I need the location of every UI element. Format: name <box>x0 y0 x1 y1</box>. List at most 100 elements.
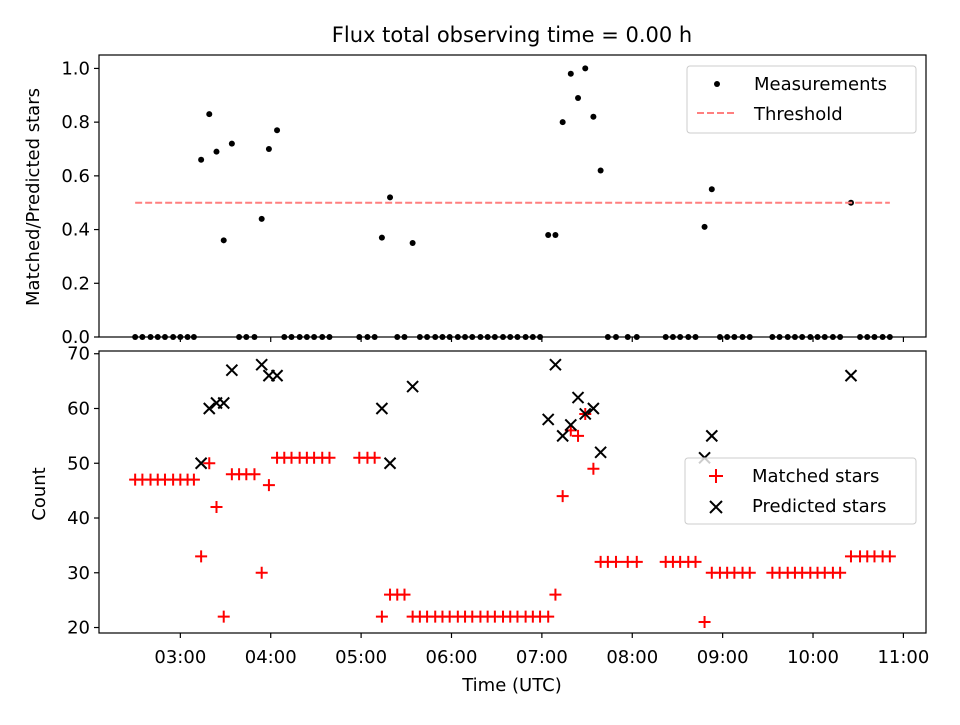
x-tick-label: 10:00 <box>787 647 839 668</box>
x-tick-label: 05:00 <box>335 647 387 668</box>
point-measurements <box>597 167 604 174</box>
y-tick-label: 0.6 <box>61 166 90 187</box>
point-matched-stars <box>248 468 261 481</box>
ratio-legend: Measurements Threshold <box>686 65 917 134</box>
legend-marker-predicted <box>709 500 723 514</box>
point-matched-stars <box>375 610 388 623</box>
point-measurements <box>582 65 589 72</box>
point-matched-stars <box>630 555 643 568</box>
point-matched-stars <box>203 457 216 470</box>
point-matched-stars <box>368 451 381 464</box>
count-panel: Count Time (UTC) 20 30 40 50 60 70 03:00 04:00 0… <box>29 344 929 696</box>
legend-label-threshold: Threshold <box>753 104 843 125</box>
chart-title: Flux total observing time = 0.00 h <box>332 23 692 47</box>
y-tick-label: 20 <box>67 618 90 639</box>
point-measurements <box>567 70 574 77</box>
x-axis-label: Time (UTC) <box>461 675 562 696</box>
legend-box <box>684 457 917 525</box>
point-predicted-stars <box>705 429 719 443</box>
point-matched-stars <box>883 550 896 563</box>
x-tick-label: 08:00 <box>606 647 658 668</box>
legend-marker-matched <box>709 469 723 483</box>
y-tick-label: 70 <box>67 344 90 365</box>
x-tick-label: 04:00 <box>245 647 297 668</box>
point-predicted-stars <box>594 446 607 459</box>
point-measurements <box>220 237 227 244</box>
y-tick-label: 0.4 <box>61 220 90 241</box>
point-matched-stars <box>195 550 208 563</box>
legend-label-measurements: Measurements <box>754 74 887 95</box>
count-legend: Matched stars Predicted stars <box>684 457 917 525</box>
point-matched-stars <box>398 588 411 601</box>
point-measurements <box>590 113 597 120</box>
point-predicted-stars <box>571 391 585 404</box>
x-tick-label: 06:00 <box>426 647 478 668</box>
point-measurements <box>545 231 552 238</box>
point-matched-stars <box>698 616 711 629</box>
plot-frame <box>98 350 927 634</box>
legend-label-matched: Matched stars <box>752 466 879 487</box>
y-tick-label: 40 <box>67 508 90 529</box>
point-matched-stars <box>609 555 622 568</box>
point-matched-stars <box>210 501 223 514</box>
point-predicted-stars <box>549 358 562 371</box>
point-measurements <box>206 111 213 118</box>
point-measurements <box>387 194 394 201</box>
point-matched-stars <box>262 479 275 492</box>
y-tick-label: 0.8 <box>61 112 90 133</box>
ratio-axes: 0.0 0.2 0.4 0.6 0.8 1.0 <box>61 54 927 348</box>
point-matched-stars <box>323 451 336 464</box>
y-tick-label: 0.2 <box>61 273 90 294</box>
point-matched-stars <box>542 610 555 623</box>
y-axis-label-ratio: Matched/Predicted stars <box>23 88 44 306</box>
point-predicted-stars <box>556 429 569 443</box>
point-matched-stars <box>556 490 569 503</box>
point-matched-stars <box>217 610 230 623</box>
point-measurements <box>559 119 566 126</box>
legend-marker-measurements <box>714 81 720 87</box>
point-predicted-stars <box>225 363 239 377</box>
point-measurements <box>701 223 708 230</box>
y-tick-label: 30 <box>67 563 90 584</box>
point-predicted-stars <box>194 457 208 470</box>
point-measurements <box>274 127 281 134</box>
y-tick-label: 1.0 <box>61 58 90 79</box>
y-axis-label-count: Count <box>29 467 50 520</box>
point-matched-stars <box>572 429 585 442</box>
plot-frame <box>98 54 927 338</box>
point-predicted-stars <box>564 418 578 432</box>
point-predicted-stars <box>203 402 216 415</box>
y-tick-label: 50 <box>67 453 90 474</box>
point-predicted-stars <box>375 402 389 415</box>
point-measurements <box>198 156 205 163</box>
point-predicted-stars <box>383 457 397 470</box>
x-tick-label: 03:00 <box>154 647 206 668</box>
point-measurements <box>409 240 416 246</box>
point-measurements <box>378 234 385 241</box>
point-matched-stars <box>255 566 268 579</box>
legend-label-predicted: Predicted stars <box>752 496 886 517</box>
point-measurements <box>228 140 235 147</box>
point-predicted-stars <box>844 369 858 382</box>
count-points-layer <box>129 358 896 629</box>
point-measurements <box>552 231 559 238</box>
point-measurements <box>575 94 582 101</box>
ratio-panel: Flux total observing time = 0.00 h Match… <box>23 23 927 348</box>
point-measurements <box>265 146 272 152</box>
count-axes: 20 30 40 50 60 70 03:00 04:00 05:00 06:00 07:00 08:… <box>67 344 929 668</box>
point-matched-stars <box>587 462 600 475</box>
point-measurements <box>213 148 220 155</box>
x-tick-label: 07:00 <box>516 647 568 668</box>
y-tick-label: 0.0 <box>61 327 90 348</box>
x-tick-label: 11:00 <box>877 647 929 668</box>
point-predicted-stars <box>541 413 555 426</box>
point-predicted-stars <box>587 402 600 415</box>
x-tick-label: 09:00 <box>697 647 749 668</box>
y-tick-label: 60 <box>67 398 90 419</box>
point-matched-stars <box>549 588 562 601</box>
point-predicted-stars <box>579 407 592 421</box>
point-measurements <box>708 186 715 193</box>
point-matched-stars <box>689 555 702 568</box>
